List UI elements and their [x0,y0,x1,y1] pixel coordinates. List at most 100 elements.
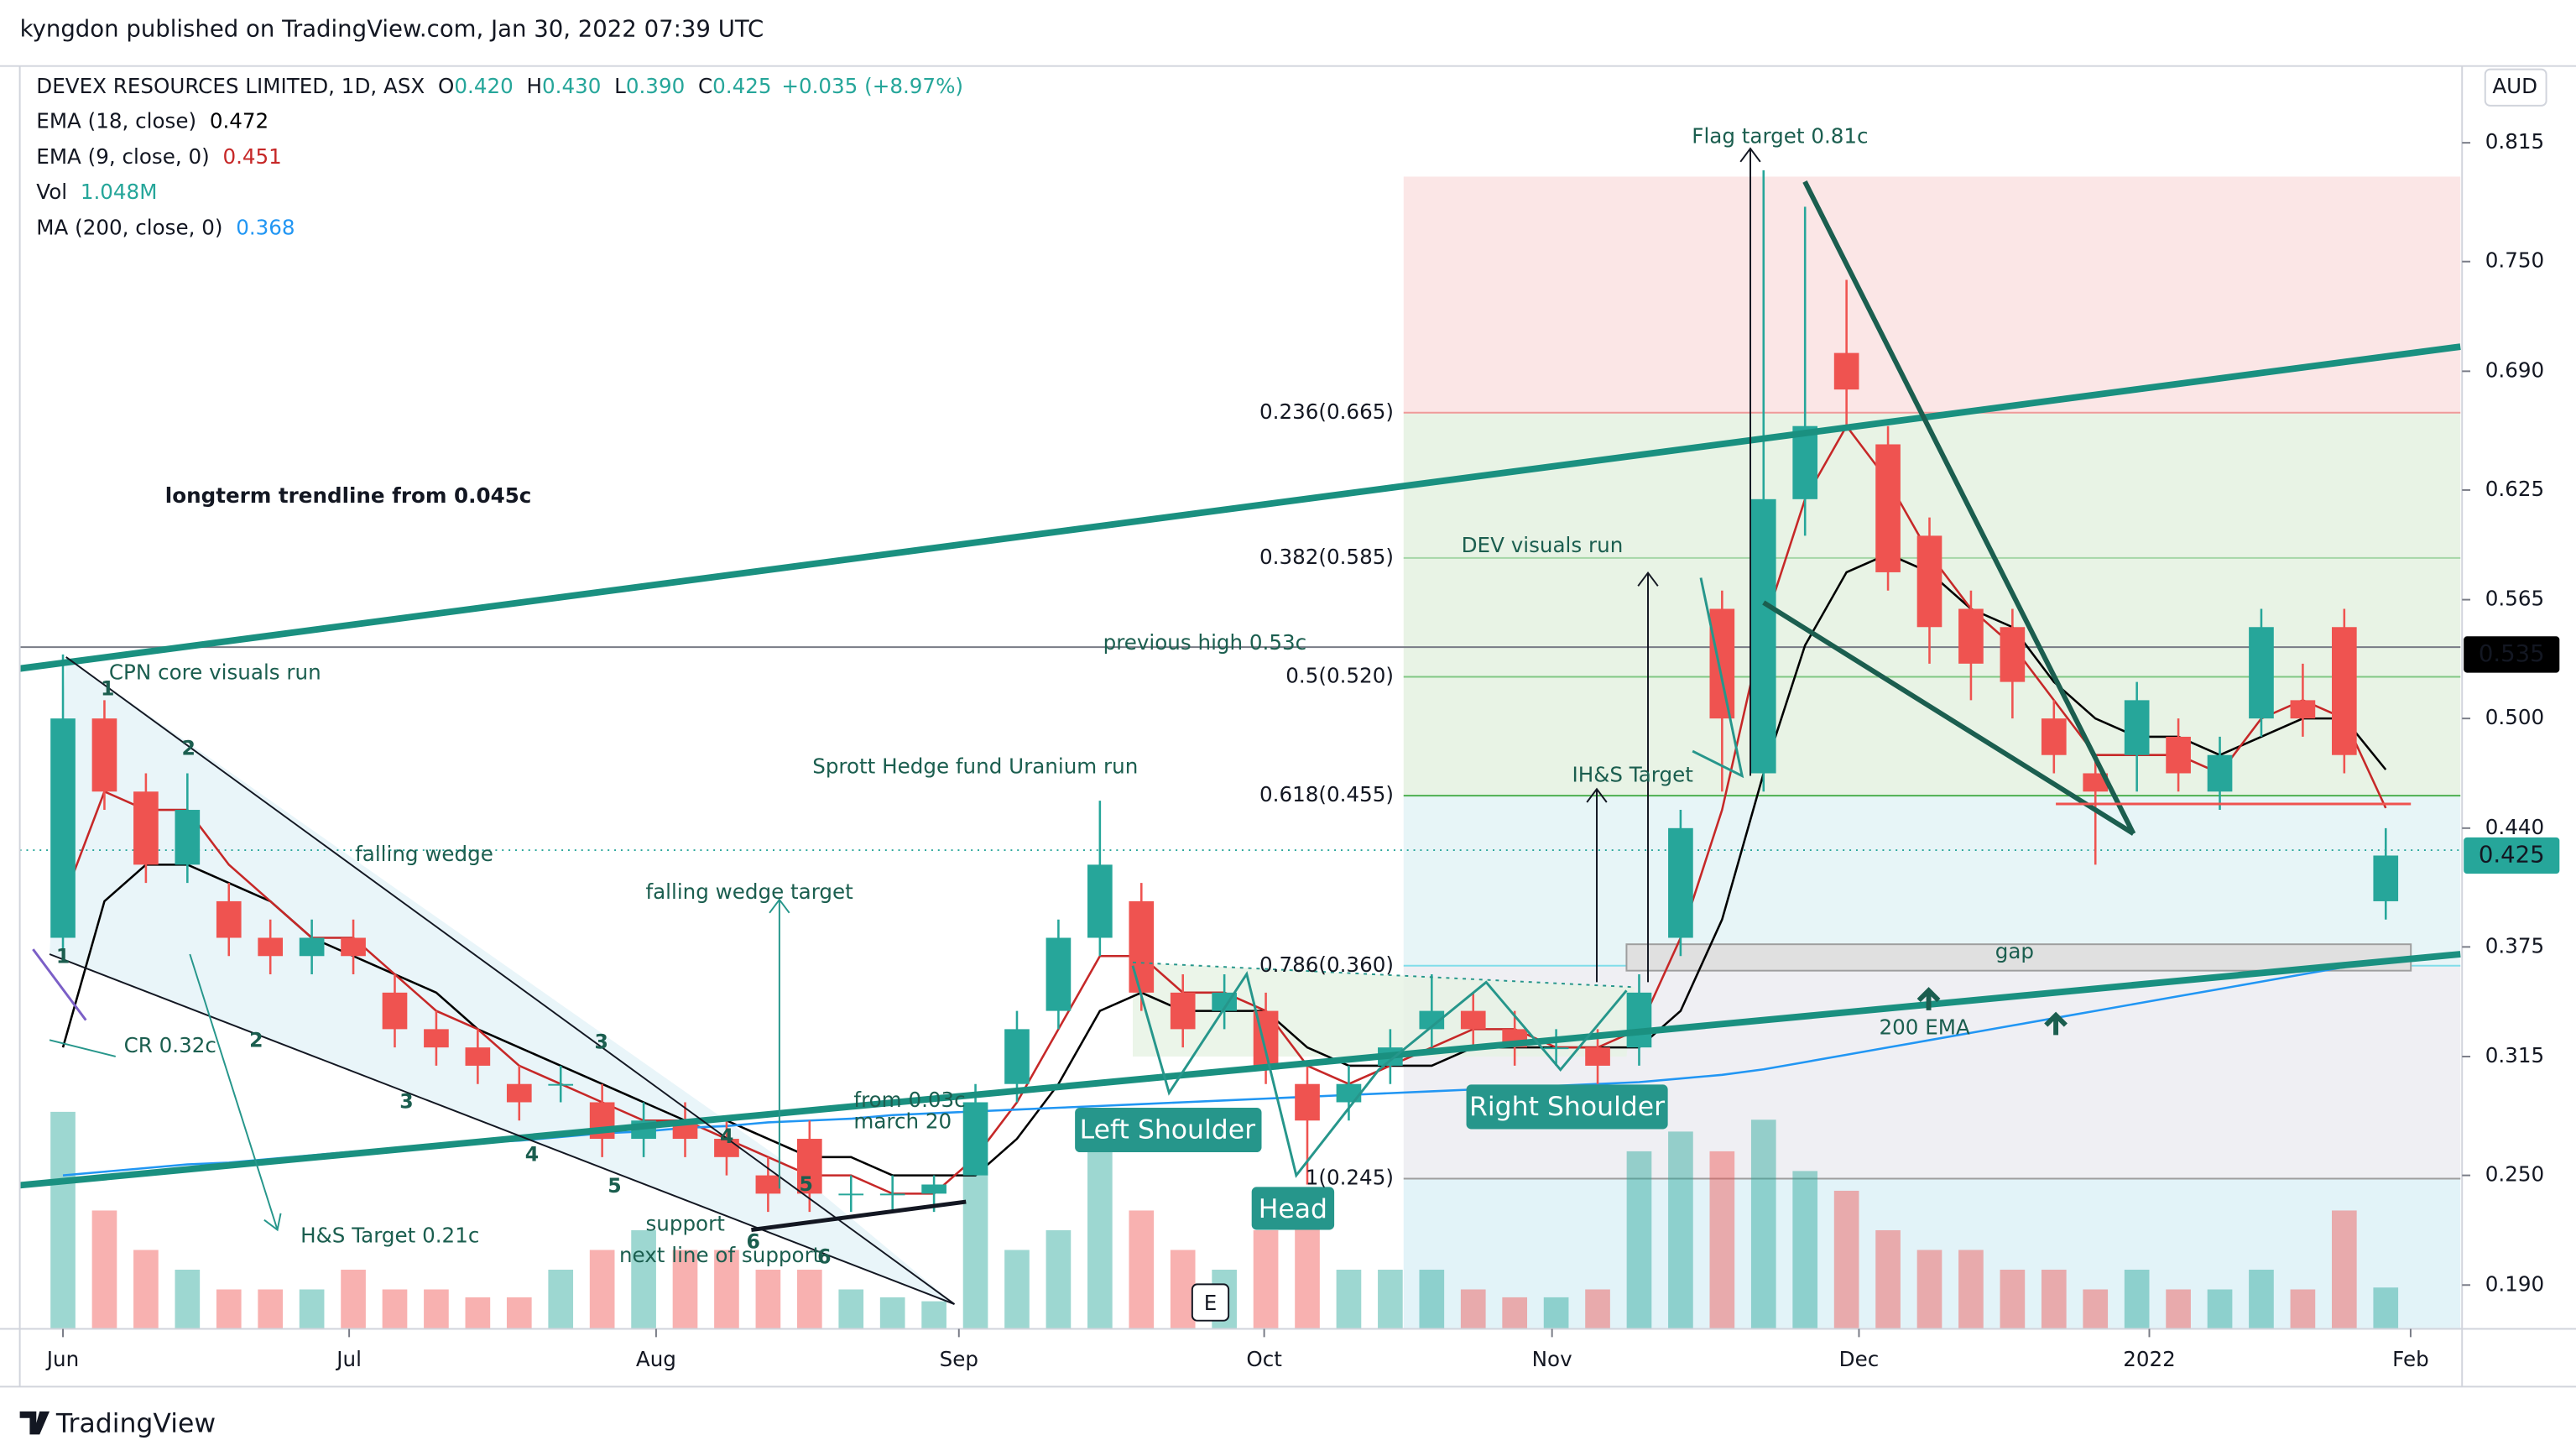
volume-bar [1792,1171,1818,1329]
volume-bar [1170,1250,1196,1329]
y-tick-label: 0.190 [2485,1271,2544,1296]
candle-body [2083,773,2109,792]
volume-bar [1129,1210,1155,1329]
candle-body [2249,627,2274,719]
neckline [1132,961,1635,989]
wave-number: 3 [594,1031,607,1054]
target-arrow [769,898,790,1189]
volume-bar [506,1297,532,1329]
y-tick-label: 0.750 [2485,248,2544,273]
volume-bar [1378,1269,1403,1329]
candle-body [506,1083,532,1103]
volume-bar [2124,1269,2150,1329]
volume-bar [1004,1250,1030,1329]
fib-zones [1403,176,2461,1329]
trendline [19,951,2461,1189]
volume-bar [589,1250,615,1329]
volume-bar [1046,1229,1072,1329]
x-tick-label: Dec [1839,1347,1880,1371]
fib-label: 0.618(0.455) [1259,782,1394,806]
candle-body [548,1083,574,1086]
annotation: march 20 [853,1109,952,1134]
price-label: 0.535 [2479,640,2545,667]
candle-body [921,1184,946,1194]
legend-row: EMA (18, close) 0.472 [36,109,269,133]
target-arrow [1739,147,1761,776]
indicator-value: 1.048M [81,180,158,204]
y-tick-label: 0.440 [2485,815,2544,839]
candle-body [962,1102,988,1176]
volume-bar [1916,1250,1942,1329]
indicator-value: 0.368 [236,215,295,239]
candle-body [1833,352,1859,390]
ohlc-key: C [698,74,712,98]
wave-number: 6 [817,1245,831,1268]
ohlc-value: 0.390 [626,74,685,98]
price-label-box [2464,837,2560,874]
volume-bar [2041,1269,2067,1329]
publish-info: kyngdon published on TradingView.com, Ja… [20,15,764,42]
fib-label: 0.236(0.665) [1259,399,1394,424]
wave-number: 1 [101,677,114,701]
annotation: H&S Target 0.21c [300,1223,479,1247]
volume-bar [838,1289,864,1329]
fib-zone [1403,796,2461,966]
volume-bar [1419,1269,1445,1329]
candle-body [465,1047,491,1066]
wave-number: 3 [399,1090,413,1114]
candle-body [2332,627,2357,755]
volume-bar [2207,1289,2233,1329]
wave-number: 5 [607,1174,621,1198]
brand: TradingView [55,1409,216,1439]
volume-bar [755,1269,781,1329]
volume-bar [714,1250,739,1329]
volume-bar [50,1111,76,1329]
arrow [49,1039,116,1057]
annotation: support [645,1212,725,1236]
annotation: 200 EMA [1880,1015,1970,1040]
volume-bar [796,1269,822,1329]
candle-body [1585,1047,1610,1066]
y-tick-label: 0.815 [2485,129,2544,154]
legend-row: Vol 1.048M [36,180,157,204]
drawings [19,147,2461,1305]
candle-body [216,900,242,938]
candle-body [1543,1047,1569,1050]
candle-body [2373,855,2399,901]
indicator-value: 0.472 [210,109,269,133]
axes: 0.815 0.750 0.690 0.625 0.565 0.500 0.440 0.375… [45,129,2560,1371]
volume-bar [2166,1289,2191,1329]
volume-bar [91,1210,117,1329]
candle-body [1129,900,1155,993]
wave-number: 4 [720,1125,733,1148]
event-box [1191,1283,1230,1322]
fib-labels: 0.236(0.665) 0.382(0.585) 0.5(0.520) 0.618(… [1259,399,1394,1190]
candle-body [175,810,201,865]
candle-body [838,1193,864,1196]
indicator-name: MA (200, close, 0) [36,215,222,239]
volume-bar [2000,1269,2026,1329]
volume-bar [258,1289,284,1329]
up-arrow [2044,1011,2068,1036]
volume-bar [216,1289,242,1329]
volume-pane [50,1111,2399,1329]
volume-bar [921,1301,946,1329]
candle-body [796,1139,822,1194]
volume-bar [341,1269,366,1329]
candle-body [1626,992,1652,1048]
fib-zone [1403,176,2461,413]
volume-bar [2249,1269,2274,1329]
currency-box [2484,68,2547,107]
volume-bar [175,1269,201,1329]
legend-row: EMA (9, close, 0) 0.451 [36,144,282,169]
candle-body [1004,1029,1030,1084]
flag-pole [1692,577,1744,779]
wedge-line [49,953,955,1305]
volume-bar [1668,1131,1693,1329]
volume-bar [1543,1297,1569,1329]
volume-bar [1585,1289,1610,1329]
price-label: 0.425 [2479,841,2545,868]
annotation: previous high 0.53c [1103,630,1307,655]
volume-bar [1958,1250,1984,1329]
annotation: gap [1995,939,2034,963]
